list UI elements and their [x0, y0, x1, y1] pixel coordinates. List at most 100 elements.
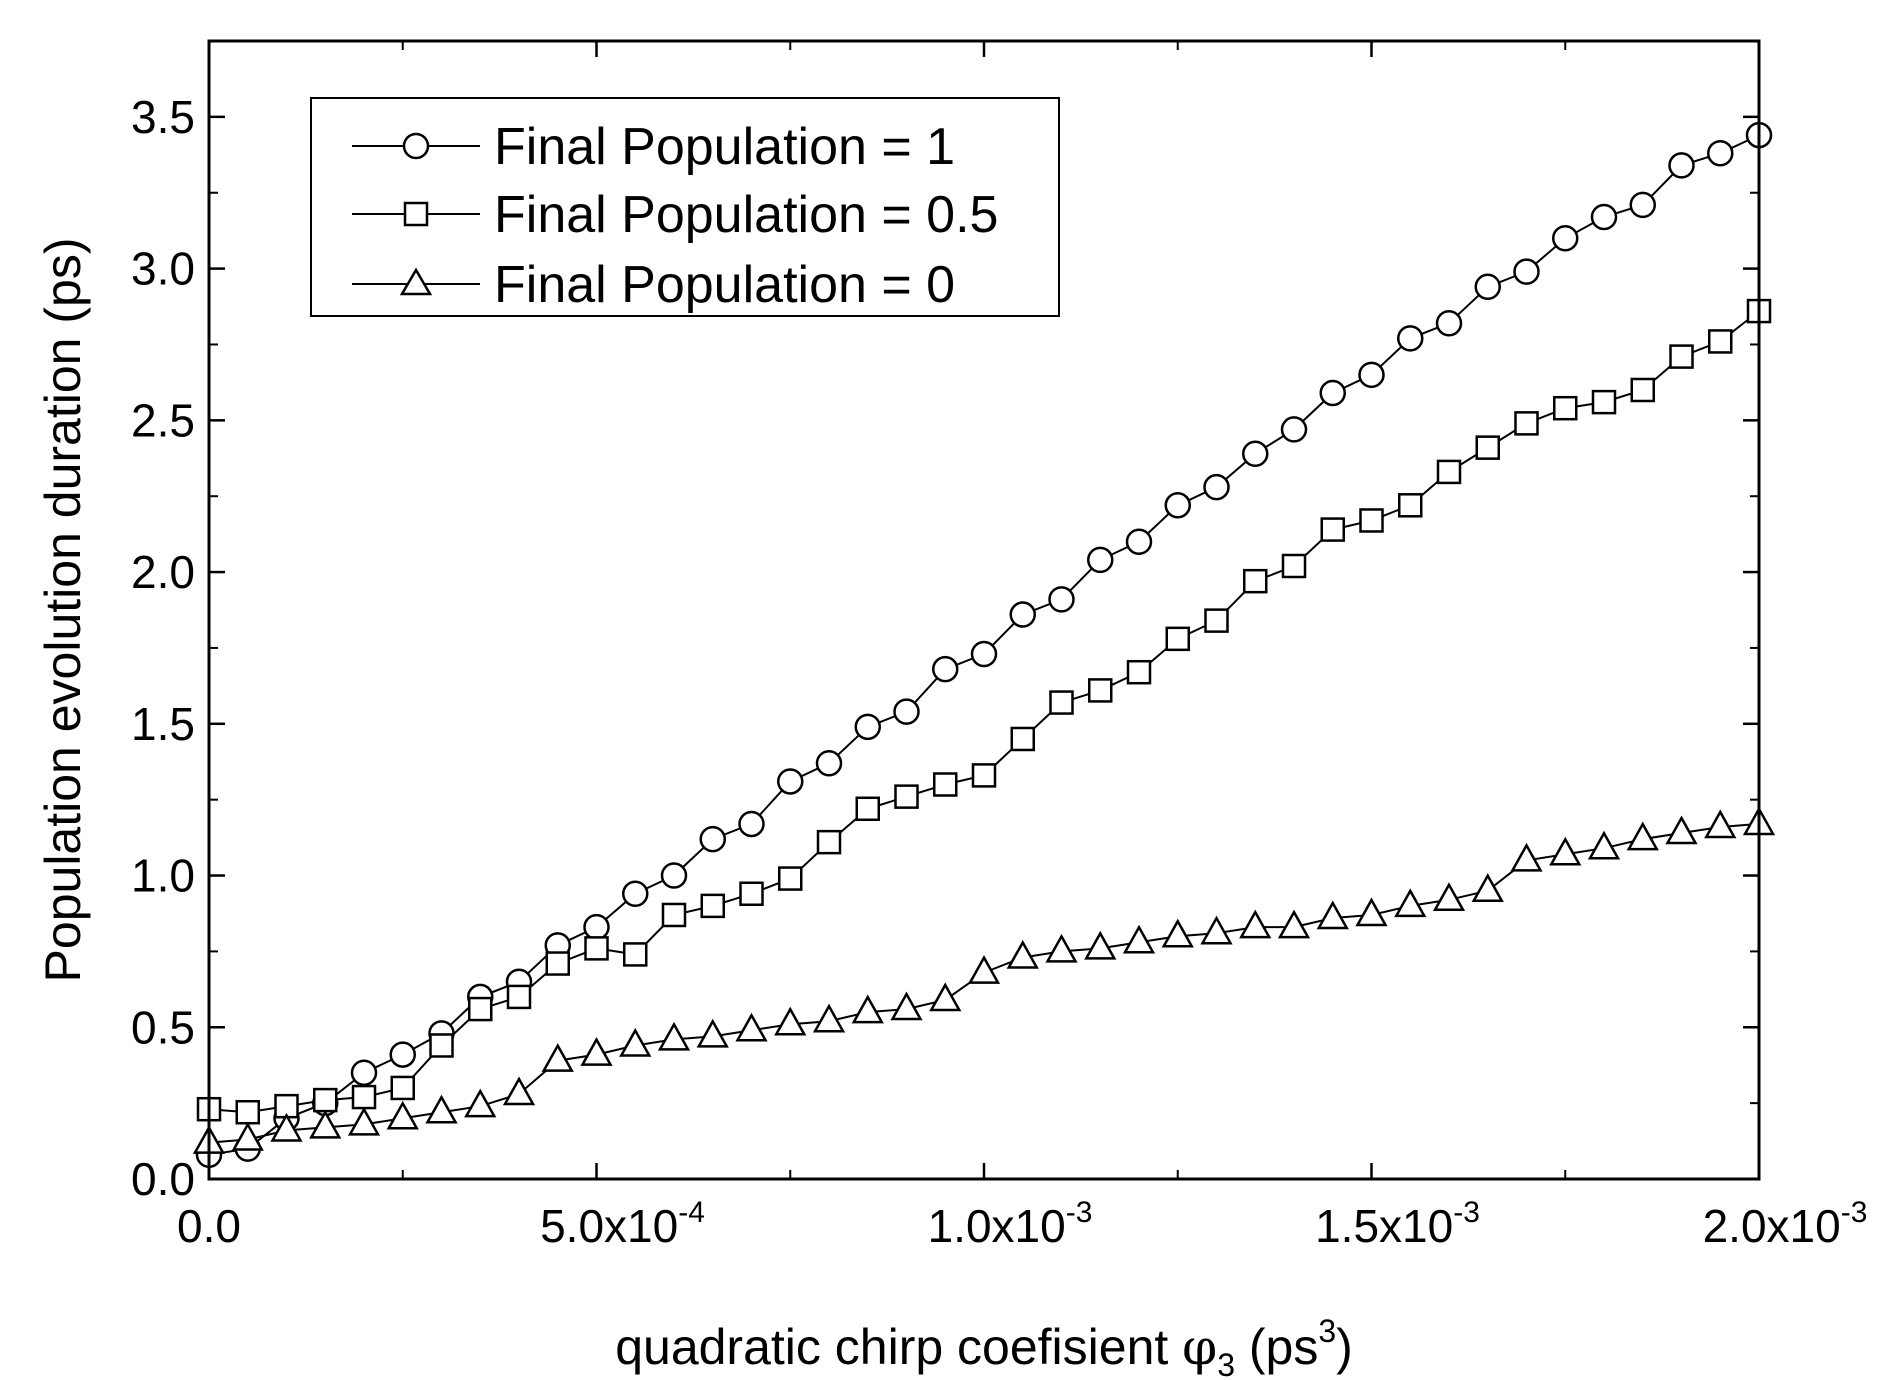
y-tick-label: 3.5 [131, 91, 195, 143]
phi-symbol: φ [1182, 1318, 1217, 1376]
data-point [894, 784, 919, 809]
data-point [1397, 325, 1424, 352]
y-axis-title: Population evolution duration (ps) [35, 238, 91, 983]
data-point [1126, 659, 1152, 685]
data-point [1510, 842, 1543, 872]
data-point [1432, 882, 1466, 912]
data-point [1164, 492, 1191, 519]
data-point [660, 862, 688, 889]
data-point [1549, 836, 1582, 866]
data-point [661, 902, 687, 928]
data-point [350, 1059, 378, 1087]
data-point [1668, 152, 1695, 179]
data-point [1708, 329, 1733, 354]
data-point [1590, 203, 1618, 231]
data-point [464, 1088, 497, 1118]
legend-label: Final Population = 0 [494, 256, 955, 314]
data-point [1125, 528, 1153, 555]
data-point [929, 982, 962, 1012]
y-tick-label: 0.5 [131, 1001, 195, 1053]
data-point [1398, 493, 1423, 518]
data-point [1316, 900, 1349, 930]
data-point [1239, 909, 1272, 939]
y-tick-label: 2.0 [131, 546, 195, 598]
data-point [313, 1087, 338, 1113]
data-point [1049, 690, 1074, 715]
legend-label: Final Population = 1 [494, 118, 955, 176]
data-point [468, 996, 493, 1022]
y-tick-label: 1.0 [131, 850, 195, 902]
data-point [1471, 873, 1504, 902]
data-point [1436, 459, 1462, 485]
data-point [1122, 924, 1156, 954]
data-point [816, 829, 842, 855]
legend-box [310, 97, 1060, 317]
data-point [700, 893, 725, 919]
data-point [506, 984, 532, 1010]
data-point [390, 1075, 415, 1101]
data-point [1669, 344, 1694, 369]
data-point [1084, 930, 1117, 960]
data-point [309, 1109, 342, 1139]
data-point [1513, 258, 1540, 285]
data-point [1243, 568, 1268, 594]
data-point [1009, 601, 1036, 628]
data-point [699, 825, 726, 853]
x-tick-label: 5.0x10-4 [540, 1196, 705, 1252]
data-point [1010, 726, 1035, 752]
data-point [971, 763, 997, 788]
data-point [1587, 830, 1621, 860]
data-point [1475, 435, 1500, 460]
data-point [777, 768, 804, 795]
data-point [1629, 191, 1656, 219]
data-point [1048, 586, 1075, 613]
data-point [932, 655, 959, 683]
data-point [1319, 379, 1346, 407]
data-point [545, 951, 570, 976]
data-point [657, 1021, 691, 1051]
legend-triangle-marker [399, 267, 433, 296]
legend-square-marker [403, 201, 429, 227]
data-point [735, 1012, 768, 1042]
data-point [1088, 678, 1113, 703]
data-point [893, 698, 920, 725]
data-point [1435, 309, 1463, 337]
data-point [855, 796, 880, 822]
data-point [1591, 389, 1617, 415]
data-point [812, 1003, 846, 1033]
legend-circle-marker [402, 132, 430, 160]
data-point [933, 772, 958, 797]
series-triangle [192, 806, 1776, 1154]
data-point [583, 913, 610, 941]
data-point [270, 1112, 303, 1142]
data-point [1320, 517, 1345, 542]
data-point [1553, 395, 1578, 421]
x-axis-title: quadratic chirp coefisient φ3 (ps3) [615, 1313, 1353, 1380]
data-point [584, 936, 609, 961]
legend-item: Final Population = 1 [352, 118, 955, 176]
y-axis: 0.0 0.5 1.0 1.5 2.0 2.5 3.0 3.5 [131, 91, 1759, 1205]
data-point [1474, 273, 1501, 301]
data-point [1200, 915, 1233, 945]
data-point [389, 1041, 416, 1068]
data-point [967, 955, 1001, 984]
x-axis: 0.0 5.0x10-4 1.0x10-3 1.5x10-3 2.0x10-3 [177, 41, 1867, 1252]
data-point [1242, 440, 1269, 467]
data-point [1087, 546, 1114, 574]
data-point [1514, 411, 1539, 436]
data-point [386, 1100, 419, 1130]
legend: Final Population = 1 Final Population = … [310, 97, 1060, 317]
data-point [1707, 140, 1734, 167]
data-point [696, 1018, 729, 1048]
data-point [502, 1076, 536, 1106]
data-point [425, 1094, 458, 1124]
data-point [774, 1006, 807, 1036]
data-point [1277, 909, 1311, 939]
x-tick-label: 1.0x10-3 [928, 1196, 1093, 1252]
data-point [1704, 809, 1737, 839]
y-tick-label: 0.0 [131, 1153, 195, 1205]
data-point [1204, 608, 1229, 633]
x-tick-label: 2.0x10-3 [1703, 1196, 1868, 1252]
data-point [1006, 939, 1039, 969]
plot-frame [207, 39, 1761, 1181]
